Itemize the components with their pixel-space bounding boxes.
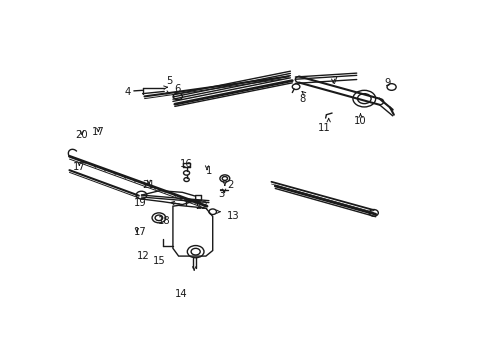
Polygon shape (173, 205, 212, 256)
Text: 9: 9 (384, 78, 390, 89)
Text: 22: 22 (195, 201, 208, 211)
Text: 18: 18 (158, 216, 170, 226)
Text: 17: 17 (92, 127, 104, 137)
Text: 8: 8 (299, 94, 305, 104)
Text: 21: 21 (142, 180, 155, 190)
Text: 7: 7 (330, 76, 337, 86)
Text: 20: 20 (76, 130, 88, 140)
Text: 14: 14 (175, 289, 187, 299)
Text: 1: 1 (205, 166, 212, 176)
Text: 6: 6 (174, 84, 181, 94)
Text: 15: 15 (152, 256, 165, 266)
Text: 16: 16 (180, 159, 192, 169)
Text: 12: 12 (137, 251, 150, 261)
Text: 13: 13 (227, 211, 240, 221)
Text: 19: 19 (134, 198, 147, 208)
Text: 4: 4 (124, 87, 130, 97)
Text: 3: 3 (218, 189, 224, 199)
Text: 10: 10 (353, 116, 366, 126)
Text: 11: 11 (318, 123, 330, 133)
Text: 2: 2 (227, 180, 234, 190)
Text: 5: 5 (165, 76, 172, 86)
Text: 17: 17 (134, 227, 147, 237)
Text: 17: 17 (73, 162, 85, 172)
